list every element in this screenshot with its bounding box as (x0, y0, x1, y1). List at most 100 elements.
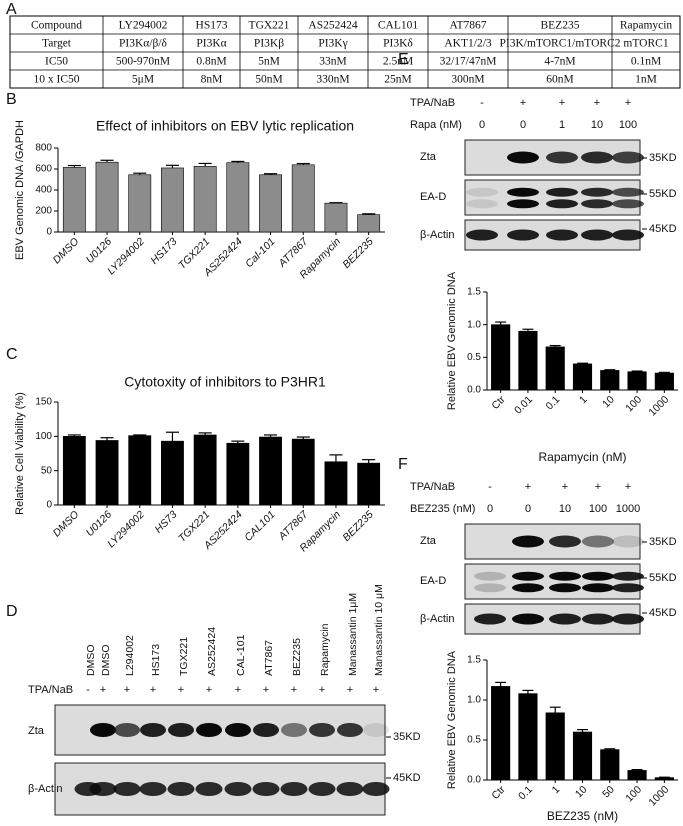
blot-band (474, 583, 506, 593)
blot-band (507, 151, 539, 164)
treatment-sign: + (625, 97, 631, 109)
blot-band (546, 229, 578, 241)
table-cell: 10 x IC50 (34, 74, 80, 86)
treatment-sign: + (150, 684, 156, 696)
x-tick-label: Ctr (489, 783, 508, 802)
dose-value: 0 (479, 119, 485, 131)
bar (259, 436, 282, 506)
table-cell: 33nM (319, 56, 346, 68)
bar (324, 202, 348, 233)
marker-label: 45KD (649, 223, 677, 235)
bar (193, 166, 217, 233)
table-cell: LY294002 (119, 20, 168, 32)
x-tick-label: 1 (577, 393, 590, 406)
panel-label: C (6, 346, 18, 363)
blot-band (512, 571, 544, 581)
bar (572, 363, 593, 391)
x-tick-label: Ctr (489, 393, 508, 412)
protein-label: EA-D (420, 191, 446, 203)
blot-band (195, 782, 223, 796)
x-tick-label: U0126 (84, 235, 114, 265)
blot-band (113, 782, 141, 796)
bar (491, 686, 511, 781)
dose-value: 10 (591, 119, 603, 131)
protein-label: Zta (420, 535, 437, 547)
blot-band (224, 782, 252, 796)
x-tick-label: HS73 (152, 508, 179, 535)
bar (291, 438, 315, 506)
table-cell: mTORC1 (623, 38, 668, 50)
blot-band (474, 571, 506, 581)
x-tick-label: 100 (623, 783, 644, 804)
table-cell: CAL101 (378, 20, 419, 32)
x-tick-label: CAL101 (242, 509, 277, 544)
table-cell: PI3Kγ (318, 38, 347, 50)
lane-label: Rapamycin (319, 623, 331, 676)
panel-label: A (6, 1, 17, 18)
treatment-sign: - (86, 684, 90, 696)
blot-band (612, 229, 644, 241)
protein-label: Zta (28, 725, 45, 737)
marker-label: 45KD (393, 772, 421, 784)
blot-band (474, 613, 506, 625)
treatment-sign: + (178, 684, 184, 696)
dose-value: 10 (559, 503, 571, 515)
protein-label: EA-D (420, 575, 446, 587)
blot-band (581, 199, 613, 209)
table-cell: 60nM (546, 74, 573, 86)
blot-band (196, 723, 222, 737)
blot-band (139, 782, 167, 796)
lane-label: Manassantin 10 μM (373, 584, 385, 676)
blot-band (308, 782, 336, 796)
treatment-sign: + (263, 684, 269, 696)
marker-label: 35KD (393, 731, 421, 743)
dose-value: 0 (525, 503, 531, 515)
table-cell: 32/17/47nM (440, 56, 497, 68)
x-tick-label: 1000 (646, 393, 671, 418)
dose-value: 0 (520, 119, 526, 131)
blot-band (612, 583, 644, 593)
x-tick-label: 100 (623, 393, 644, 414)
blot-band (90, 723, 116, 737)
blot-band (507, 199, 539, 209)
blot-band (507, 229, 539, 241)
table-cell: 25nM (384, 74, 411, 86)
blot-band (168, 723, 194, 737)
y-tick-label: 200 (35, 206, 52, 217)
table-cell: Compound (31, 20, 82, 32)
panel-label: D (6, 603, 18, 620)
table-cell: AS252424 (308, 20, 357, 32)
table-cell: PI3Kα (196, 38, 226, 50)
table-cell: 8nM (201, 74, 223, 86)
blot-band (225, 723, 251, 737)
marker-label: 35KD (649, 152, 677, 164)
table-cell: 1nM (635, 74, 657, 86)
table-cell: Rapamycin (620, 20, 673, 32)
y-tick-label: 400 (35, 185, 52, 196)
bar (600, 749, 620, 781)
bar (324, 461, 348, 506)
bar (518, 693, 538, 781)
table-cell: AKT1/2/3 (444, 38, 492, 50)
dose-value: 100 (589, 503, 607, 515)
lane-label: CAL-101 (235, 634, 247, 676)
bar (62, 167, 86, 233)
blot-band (512, 535, 544, 548)
dose-value: 1 (559, 119, 565, 131)
blot-band (114, 723, 140, 737)
lane-label: TGX221 (178, 637, 190, 676)
table-cell: IC50 (45, 56, 68, 68)
blot-band (581, 151, 613, 164)
x-tick-label: DMSO (51, 509, 82, 540)
marker-label: 45KD (649, 607, 677, 619)
blot-membrane (464, 179, 641, 216)
treatment-sign: + (347, 684, 353, 696)
blot-band (612, 151, 644, 164)
x-tick-label: 10 (600, 393, 617, 410)
lane-label: AT7867 (263, 640, 275, 676)
blot-band (549, 583, 581, 593)
blot-band (512, 583, 544, 593)
lane-label: DMSO (85, 645, 97, 677)
bar (572, 731, 593, 781)
x-tick-label: HS173 (148, 235, 179, 266)
